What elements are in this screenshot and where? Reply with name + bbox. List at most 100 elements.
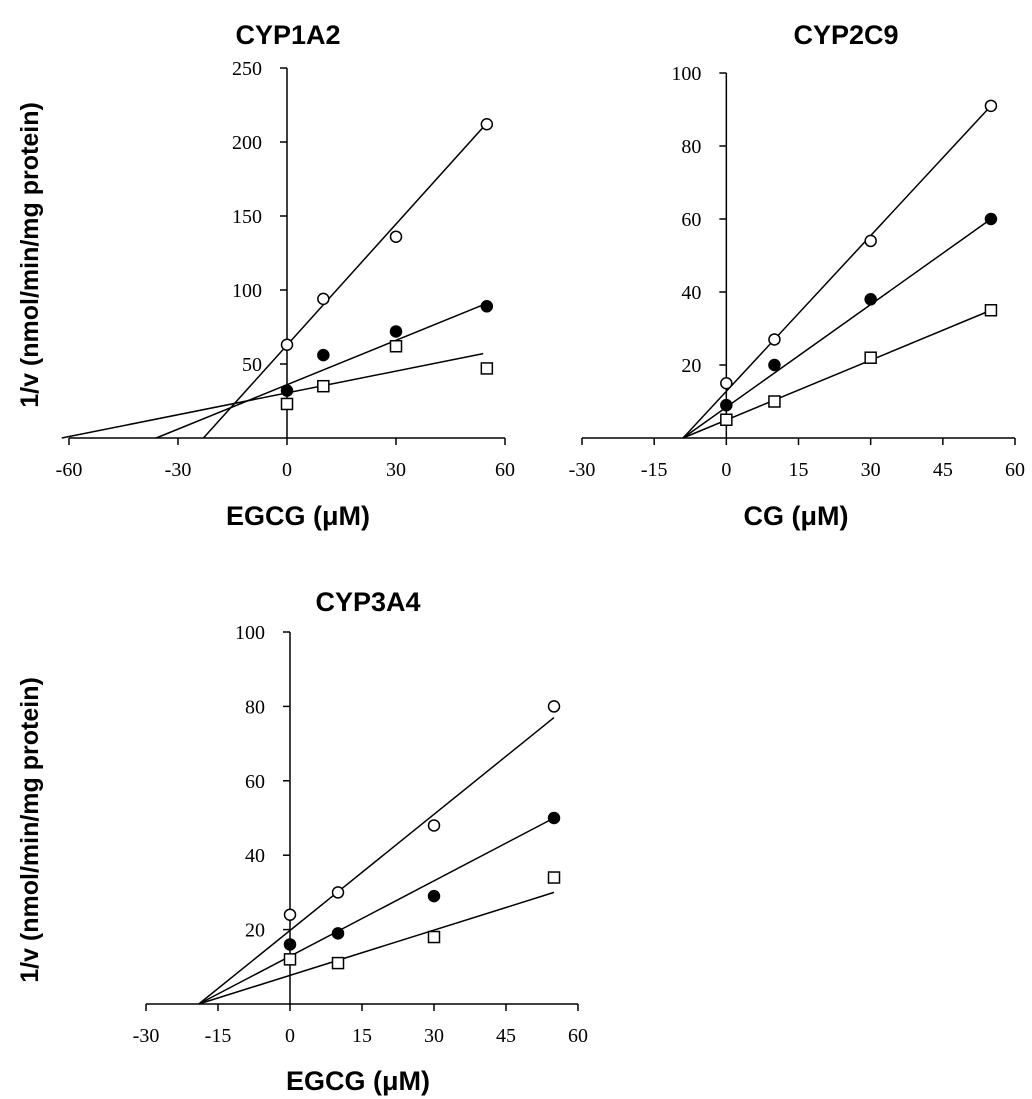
data-point-open-square <box>480 362 494 375</box>
y-tick-label: 60 <box>245 771 265 793</box>
data-point-open-square <box>331 956 345 970</box>
data-point-open-circle <box>427 819 441 832</box>
data-point-open-square <box>547 871 561 884</box>
y-tick-label: 200 <box>232 132 262 154</box>
axes <box>68 67 506 445</box>
tick-labels: -60 -30 0 30 60 50 100 150 200 250 <box>56 58 515 481</box>
x-tick-label: -30 <box>165 459 192 481</box>
data-point-filled-circle <box>984 212 998 226</box>
y-axis-label: 1/v (nmol/min/mg protein) <box>16 102 44 408</box>
x-tick-label: 60 <box>568 1025 588 1047</box>
axes <box>145 631 579 1011</box>
data-point-open-square <box>389 339 403 353</box>
chart-title: CYP3A4 <box>315 587 420 617</box>
data-point-open-square <box>317 379 330 393</box>
x-axis-label: CG (μM) <box>744 501 849 531</box>
data-point-open-circle <box>547 700 561 713</box>
x-tick-label: -30 <box>133 1025 160 1047</box>
x-axis-label: EGCG (μM) <box>286 1066 430 1096</box>
data-point-filled-circle <box>720 398 733 412</box>
data-point-filled-circle <box>768 358 781 372</box>
y-tick-label: 20 <box>681 355 701 377</box>
data-point-filled-circle <box>480 300 494 313</box>
x-tick-label: -60 <box>56 459 83 481</box>
data-point-open-square <box>768 395 781 408</box>
data-point-open-square <box>720 413 733 426</box>
y-tick-label: 20 <box>245 920 265 942</box>
data-point-open-circle <box>768 333 781 346</box>
data-point-filled-circle <box>317 348 330 362</box>
data-point-filled-circle <box>280 384 294 397</box>
fit-lines <box>198 716 555 1005</box>
chart-title: CYP1A2 <box>235 20 340 50</box>
tick-labels: -30 -15 0 15 30 45 60 20 40 60 80 100 <box>133 622 588 1047</box>
y-tick-label: 60 <box>681 209 701 231</box>
y-tick-label: 80 <box>245 696 265 718</box>
data-point-open-circle <box>864 234 877 248</box>
y-axis-label: 1/v (nmol/min/mg protein) <box>16 677 44 983</box>
fit-line <box>202 126 484 439</box>
x-tick-label: 0 <box>285 1025 295 1047</box>
x-tick-label: 60 <box>495 459 515 481</box>
axes <box>581 72 1016 445</box>
data-points <box>280 117 494 411</box>
data-point-filled-circle <box>864 293 877 306</box>
data-point-open-square <box>984 304 998 317</box>
y-tick-label: 250 <box>232 58 262 80</box>
y-tick-label: 100 <box>671 63 701 85</box>
chart-title: CYP2C9 <box>793 20 898 50</box>
y-tick-label: 100 <box>232 280 262 302</box>
data-point-open-circle <box>331 886 345 899</box>
data-point-open-circle <box>280 338 294 352</box>
y-tick-label: 40 <box>681 282 701 304</box>
fit-line <box>682 218 992 439</box>
data-point-open-circle <box>389 230 403 243</box>
fit-lines <box>682 105 992 439</box>
x-tick-label: 15 <box>352 1025 372 1047</box>
data-point-filled-circle <box>547 811 561 825</box>
fit-line <box>155 304 484 439</box>
data-point-open-square <box>864 351 877 364</box>
y-tick-label: 40 <box>245 845 265 867</box>
data-point-filled-circle <box>389 325 403 338</box>
y-tick-label: 80 <box>681 136 701 158</box>
data-point-open-square <box>283 953 297 966</box>
data-point-open-circle <box>984 99 998 113</box>
y-tick-label: 50 <box>242 354 262 376</box>
x-tick-label: 30 <box>424 1025 444 1047</box>
x-tick-label: 0 <box>721 459 731 481</box>
fit-line <box>198 716 555 1005</box>
x-tick-label: 60 <box>1005 459 1025 481</box>
data-point-open-circle <box>480 117 494 131</box>
x-tick-label: 0 <box>282 459 292 481</box>
x-tick-label: -30 <box>569 459 596 481</box>
chart-panel-cyp1a2: CYP1A2 1/v (nmol/min/mg protein) EGCG (μ… <box>16 20 515 531</box>
chart-panel-cyp3a4: CYP3A4 1/v (nmol/min/mg protein) EGCG (μ… <box>16 587 588 1096</box>
data-point-open-square <box>427 930 441 944</box>
y-tick-label: 150 <box>232 206 262 228</box>
x-tick-label: 45 <box>496 1025 516 1047</box>
data-points <box>283 700 561 970</box>
x-tick-label: 45 <box>933 459 953 481</box>
fit-line <box>61 352 484 439</box>
fit-line <box>198 817 555 1005</box>
data-point-open-square <box>280 397 294 411</box>
fit-line <box>682 309 992 439</box>
tick-labels: -30 -15 0 15 30 45 60 20 40 60 80 100 <box>569 63 1025 481</box>
data-point-open-circle <box>720 377 733 390</box>
x-tick-label: 30 <box>386 459 406 481</box>
x-tick-label: -15 <box>205 1025 232 1047</box>
data-point-filled-circle <box>331 927 345 940</box>
data-points <box>720 99 998 426</box>
chart-panel-cyp2c9: CYP2C9 CG (μM) -30 -15 0 15 30 45 60 20 40 60 80 10… <box>569 20 1025 531</box>
data-point-open-circle <box>283 908 297 921</box>
data-point-filled-circle <box>283 938 297 951</box>
fit-line <box>198 891 555 1005</box>
data-point-filled-circle <box>427 889 441 903</box>
x-tick-label: -15 <box>641 459 668 481</box>
x-tick-label: 15 <box>789 459 809 481</box>
x-tick-label: 30 <box>861 459 881 481</box>
y-tick-label: 100 <box>235 622 265 644</box>
data-point-open-circle <box>317 292 330 306</box>
